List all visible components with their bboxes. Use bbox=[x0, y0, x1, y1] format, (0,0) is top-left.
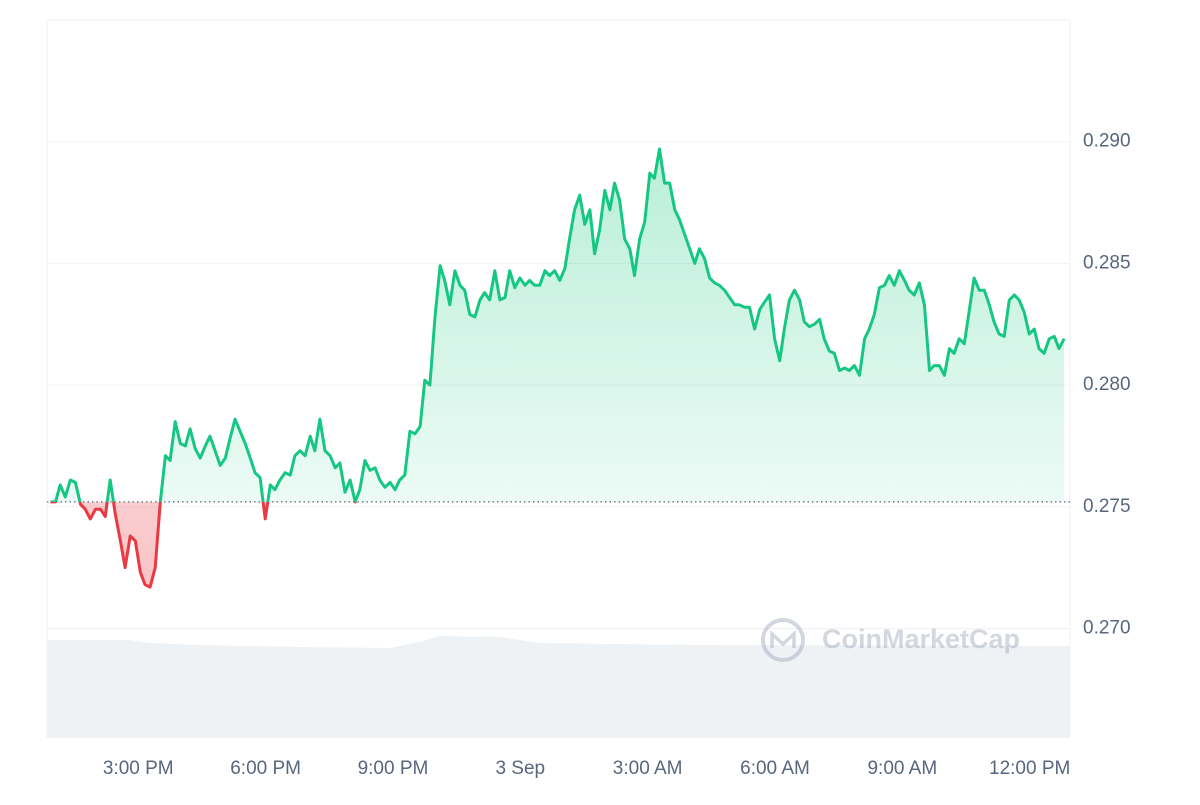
x-tick-label: 3:00 PM bbox=[103, 758, 174, 779]
y-tick-label: 0.275 bbox=[1083, 496, 1131, 517]
watermark: CoinMarketCap bbox=[761, 618, 1020, 662]
x-tick-label: 12:00 PM bbox=[989, 758, 1070, 779]
price-line-up bbox=[50, 147, 1066, 502]
watermark-logo bbox=[761, 618, 805, 662]
grid bbox=[47, 141, 1070, 629]
x-tick-label: 3 Sep bbox=[495, 758, 545, 779]
y-tick-label: 0.270 bbox=[1083, 617, 1131, 638]
watermark-logo bbox=[770, 630, 796, 648]
volume-area bbox=[47, 636, 1070, 738]
x-tick-label: 9:00 PM bbox=[358, 758, 429, 779]
x-tick-label: 9:00 AM bbox=[867, 758, 937, 779]
x-tick-label: 6:00 AM bbox=[740, 758, 810, 779]
watermark-text: CoinMarketCap bbox=[822, 624, 1020, 654]
y-tick-label: 0.290 bbox=[1083, 131, 1131, 152]
x-tick-label: 3:00 AM bbox=[613, 758, 683, 779]
area-up bbox=[50, 149, 1065, 502]
y-tick-label: 0.285 bbox=[1083, 252, 1131, 273]
x-tick-label: 6:00 PM bbox=[230, 758, 301, 779]
series bbox=[47, 147, 1070, 589]
y-tick-label: 0.280 bbox=[1083, 374, 1131, 395]
axes: 0.270 0.275 0.280 0.285 0.290 3:00 PM 6:00 PM 9… bbox=[103, 131, 1131, 779]
